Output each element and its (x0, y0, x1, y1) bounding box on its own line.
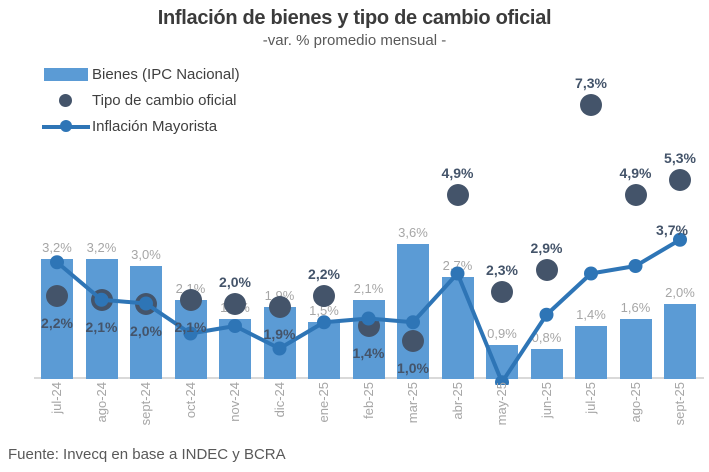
bar-value-label: 1,6% (620, 299, 651, 315)
dot-swatch-icon (44, 92, 90, 108)
line-marker (272, 341, 287, 356)
line-marker (361, 311, 376, 326)
bar (308, 322, 340, 379)
bar-value-label: 3,0% (131, 247, 161, 262)
x-tick-label: sept-25 (672, 382, 687, 426)
x-tick-label: nov-24 (227, 382, 242, 422)
bar (41, 258, 73, 379)
legend-label-mayorista: Inflación Mayorista (92, 117, 218, 135)
bar (130, 266, 162, 379)
bar (530, 348, 563, 379)
x-tick-label: dic-24 (271, 382, 287, 418)
dot-value-label: 2,2% (41, 315, 73, 331)
dot-value-label: 2,9% (530, 239, 563, 256)
dot-value-label: 4,9% (441, 164, 474, 181)
bar (619, 318, 652, 379)
dot-value-label: 2,3% (486, 262, 518, 279)
bar-value-label: 3,6% (398, 224, 428, 240)
fx-dot (446, 183, 469, 206)
x-tick-label: ago-24 (93, 382, 109, 423)
line-marker (317, 315, 331, 330)
line-marker (450, 266, 465, 281)
legend-label-bienes: Bienes (IPC Nacional) (92, 65, 240, 83)
bar-value-label: 0,8% (531, 329, 562, 345)
x-tick-label: ago-25 (627, 382, 643, 423)
x-tick-label: feb-25 (360, 382, 376, 419)
dot-value-label: 2,0% (219, 273, 251, 290)
bar-value-label: 1,5% (309, 303, 339, 319)
fx-dot (624, 183, 647, 206)
fx-dot (268, 296, 291, 319)
chart-subtitle: -var. % promedio mensual - (262, 32, 447, 49)
bar (441, 277, 474, 379)
line-marker (94, 292, 109, 307)
x-tick-label: jul-24 (49, 382, 64, 414)
chart-title: Inflación de bienes y tipo de cambio ofi… (157, 7, 552, 29)
legend-item-bienes: Bienes (IPC Nacional) (44, 61, 240, 87)
dot-value-label: 5,3% (664, 149, 696, 166)
source-note: Fuente: Invecq en base a INDEC y BCRA (8, 446, 286, 463)
bar-value-label: 2,1% (353, 280, 384, 296)
x-tick-label: abr-25 (449, 382, 465, 420)
line-swatch-icon (42, 118, 90, 134)
dot-value-label: 2,2% (308, 266, 340, 282)
inflation-line (50, 232, 687, 385)
fx-dot (313, 285, 335, 307)
x-tick-label: jul-25 (583, 382, 598, 414)
dot-value-label: 1,9% (263, 326, 296, 343)
bar-value-label: 2,0% (665, 284, 695, 300)
fx-dot (535, 258, 558, 281)
fx-dot (224, 292, 246, 315)
bar (486, 344, 518, 379)
dot-value-label: 1,4% (352, 345, 385, 361)
bar-value-label: 1,4% (576, 307, 606, 322)
x-tick-label: oct-24 (182, 382, 198, 419)
dot-value-label: 2,0% (130, 322, 162, 339)
x-tick-label: jun-25 (538, 382, 554, 419)
legend: Bienes (IPC Nacional) Tipo de cambio ofi… (42, 61, 240, 139)
line-marker (628, 259, 643, 273)
x-tick-label: ene-25 (316, 382, 331, 423)
line-marker (183, 326, 198, 341)
line-marker (139, 296, 153, 311)
bar-value-label: 3,2% (42, 239, 72, 255)
fx-dot (491, 281, 513, 304)
x-tick-label: mar-25 (405, 382, 420, 424)
fx-dot (669, 168, 691, 191)
fx-dot (402, 330, 424, 352)
fx-dot (46, 285, 68, 307)
bar (575, 326, 607, 379)
bar-value-label: 2,7% (442, 258, 473, 274)
fx-dot (179, 288, 202, 311)
bar (85, 258, 118, 379)
dot-value-label: 4,9% (619, 164, 652, 181)
x-tick-label: sept-24 (138, 382, 153, 426)
dot-value-label: 7,3% (575, 74, 607, 91)
legend-label-tipo-de-cambio: Tipo de cambio oficial (92, 91, 237, 109)
line-marker (495, 375, 509, 385)
dot-value-label: 2,1% (174, 318, 207, 335)
dot-value-label: 1,0% (397, 360, 429, 376)
legend-item-mayorista: Inflación Mayorista (42, 113, 240, 139)
line-marker (228, 319, 242, 333)
bar-swatch-icon (44, 66, 90, 82)
line-value-label: 3,7% (656, 221, 688, 238)
x-tick-label: may-25 (494, 382, 509, 426)
line-marker (406, 315, 420, 330)
line-marker (673, 232, 687, 247)
line-marker (539, 307, 554, 322)
bar-value-label: 3,2% (86, 239, 117, 255)
legend-item-tipo-de-cambio: Tipo de cambio oficial (44, 87, 240, 113)
bar-value-label: 0,9% (487, 325, 517, 341)
fx-dot (580, 93, 602, 116)
line-marker (584, 266, 598, 281)
line-marker (50, 255, 64, 270)
inflation-line-svg (50, 232, 687, 385)
bar (664, 303, 696, 379)
dot-value-label: 2,1% (85, 318, 118, 335)
